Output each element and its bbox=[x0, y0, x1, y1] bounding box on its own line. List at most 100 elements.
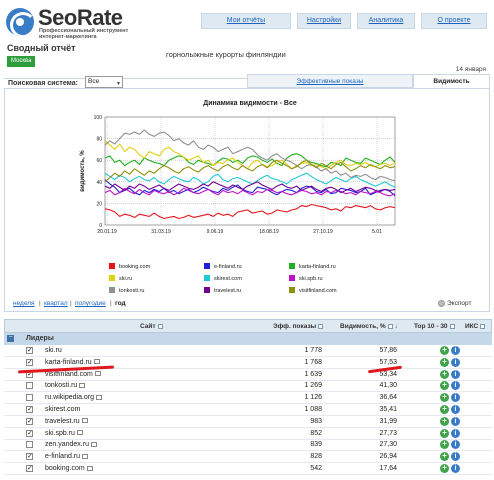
shows-value: 1 778 bbox=[304, 347, 322, 354]
add-icon[interactable]: + bbox=[440, 405, 449, 414]
legend-swatch bbox=[204, 287, 210, 293]
row-checkbox[interactable] bbox=[26, 394, 33, 402]
site-name[interactable]: ru.wikipedia.org bbox=[45, 394, 103, 401]
site-label: skirest.com bbox=[45, 406, 81, 413]
add-icon[interactable]: + bbox=[440, 452, 449, 462]
shows-value: 1 639 bbox=[304, 370, 322, 378]
add-icon[interactable]: + bbox=[440, 428, 449, 438]
add-icon[interactable]: + bbox=[440, 393, 449, 403]
period-year[interactable]: год bbox=[115, 300, 126, 307]
table-header: Сайт Эфф. показы Видимость, % ↓ Тор 10 - … bbox=[4, 319, 492, 333]
row-checkbox[interactable] bbox=[26, 441, 33, 449]
y-axis-label: видимость, % bbox=[80, 150, 86, 192]
table-row[interactable]: ski.spb.ru 852 27,73 +i bbox=[4, 428, 492, 440]
row-checkbox[interactable] bbox=[26, 417, 33, 425]
site-name[interactable]: skirest.com bbox=[45, 406, 80, 413]
info-icon[interactable]: i bbox=[451, 452, 460, 462]
table-row[interactable]: zen.yandex.ru 839 27,30 + i bbox=[4, 439, 492, 452]
y-tick-label: 60 bbox=[96, 158, 102, 164]
info-icon[interactable]: i bbox=[451, 369, 460, 379]
tab-effective-shows[interactable]: Эффективные показы bbox=[247, 74, 413, 88]
info-icon[interactable]: i bbox=[451, 346, 460, 355]
row-checkbox[interactable] bbox=[26, 358, 33, 366]
table-row[interactable]: e-finland.ru 828 26,94 +i bbox=[4, 451, 492, 464]
row-checkbox[interactable] bbox=[26, 464, 33, 472]
external-link-icon[interactable] bbox=[96, 394, 103, 400]
export-button[interactable]: Экспорт bbox=[438, 300, 471, 307]
external-link-icon[interactable] bbox=[79, 383, 86, 389]
external-link-icon[interactable] bbox=[86, 465, 93, 471]
nav-about[interactable]: О проекте bbox=[421, 13, 487, 29]
add-icon[interactable]: + bbox=[440, 369, 449, 379]
chart-title: Динамика видимости - Все bbox=[203, 100, 297, 107]
info-icon[interactable]: i bbox=[451, 428, 460, 438]
search-engine-label: Поисковая система: bbox=[8, 80, 78, 87]
add-icon[interactable]: + bbox=[440, 346, 449, 355]
col-top-label: Тор 10 - 30 bbox=[414, 323, 448, 330]
add-icon[interactable]: + bbox=[440, 440, 449, 450]
sort-icon bbox=[157, 323, 163, 329]
col-shows[interactable]: Эфф. показы bbox=[273, 323, 324, 330]
nav-my-reports[interactable]: Мои отчёты bbox=[201, 13, 291, 29]
search-engine-select[interactable]: Все ▼ bbox=[85, 76, 123, 88]
logo-subtitle: Профессиональный инструмент интернет-мар… bbox=[39, 28, 128, 40]
external-link-icon[interactable] bbox=[82, 453, 89, 459]
row-checkbox[interactable] bbox=[26, 452, 33, 461]
col-site[interactable]: Сайт bbox=[140, 323, 163, 330]
site-label: travelest.ru bbox=[45, 417, 80, 425]
collapse-icon[interactable]: − bbox=[7, 334, 14, 342]
row-checkbox[interactable] bbox=[26, 405, 33, 413]
info-icon[interactable]: i bbox=[451, 393, 460, 403]
series-line-booking-com bbox=[104, 203, 396, 220]
nav-settings[interactable]: Настройки bbox=[297, 13, 351, 29]
table-row[interactable]: skirest.com 1 088 35,41 +i bbox=[4, 404, 492, 416]
add-icon[interactable]: + bbox=[440, 416, 449, 426]
add-icon[interactable]: + bbox=[440, 464, 449, 473]
table-row[interactable]: travelest.ru 983 31,99 +i bbox=[4, 416, 492, 428]
col-top[interactable]: Тор 10 - 30 bbox=[414, 323, 455, 330]
info-icon[interactable]: i bbox=[451, 381, 460, 391]
add-icon[interactable]: + bbox=[440, 381, 449, 391]
site-name[interactable]: e-finland.ru bbox=[45, 453, 89, 460]
period-half-year[interactable]: полугодие bbox=[75, 300, 106, 307]
period-week[interactable]: неделя bbox=[13, 300, 35, 307]
table-row[interactable]: ski.ru 1 778 57,86 +i bbox=[4, 345, 492, 357]
external-link-icon[interactable] bbox=[76, 430, 83, 436]
table-row[interactable]: booking.com 542 17,64 +i bbox=[4, 463, 492, 475]
row-checkbox[interactable] bbox=[26, 429, 33, 437]
table-row[interactable]: visitfinland.com 1 639 53,34 +i bbox=[4, 369, 492, 381]
site-name[interactable]: ski.ru bbox=[45, 347, 62, 354]
legend-swatch bbox=[204, 275, 210, 281]
site-name[interactable]: karta-finland.ru bbox=[45, 359, 100, 366]
external-link-icon[interactable] bbox=[93, 359, 100, 365]
info-icon[interactable]: i bbox=[451, 357, 460, 367]
info-icon[interactable]: i bbox=[451, 416, 460, 426]
site-name[interactable]: visitfinland.com bbox=[45, 371, 101, 378]
add-icon[interactable]: + bbox=[440, 357, 449, 367]
tab-visibility[interactable]: Видимость bbox=[413, 74, 490, 88]
external-link-icon[interactable] bbox=[94, 371, 101, 377]
nav-analytics[interactable]: Аналитика bbox=[357, 13, 415, 29]
table-row[interactable]: karta-finland.ru 1 768 57,53 +i bbox=[4, 357, 492, 369]
col-visibility[interactable]: Видимость, % ↓ bbox=[340, 323, 398, 330]
period-quarter[interactable]: квартал bbox=[44, 300, 68, 307]
site-name[interactable]: booking.com bbox=[45, 465, 93, 472]
external-link-icon[interactable] bbox=[90, 442, 97, 448]
site-name[interactable]: travelest.ru bbox=[45, 418, 88, 425]
group-row[interactable]: − Лидеры bbox=[4, 333, 492, 345]
table-row[interactable]: ru.wikipedia.org 1 126 36,64 + i bbox=[4, 392, 492, 405]
legend-swatch bbox=[289, 287, 295, 293]
col-iks[interactable]: ИКС bbox=[465, 323, 486, 330]
row-checkbox[interactable] bbox=[26, 346, 33, 354]
site-name[interactable]: tonkosti.ru bbox=[45, 382, 86, 389]
info-icon[interactable]: i bbox=[451, 440, 460, 450]
external-link-icon[interactable] bbox=[81, 418, 88, 424]
site-name[interactable]: zen.yandex.ru bbox=[45, 441, 97, 448]
info-icon[interactable]: i bbox=[451, 464, 460, 473]
series-line-tonkosti-ru bbox=[104, 129, 396, 182]
info-icon[interactable]: i bbox=[451, 405, 460, 414]
city-badge[interactable]: Москва bbox=[7, 56, 36, 67]
site-name[interactable]: ski.spb.ru bbox=[45, 430, 83, 437]
table-row[interactable]: tonkosti.ru 1 269 41,30 + i bbox=[4, 380, 492, 393]
row-checkbox[interactable] bbox=[26, 382, 33, 390]
